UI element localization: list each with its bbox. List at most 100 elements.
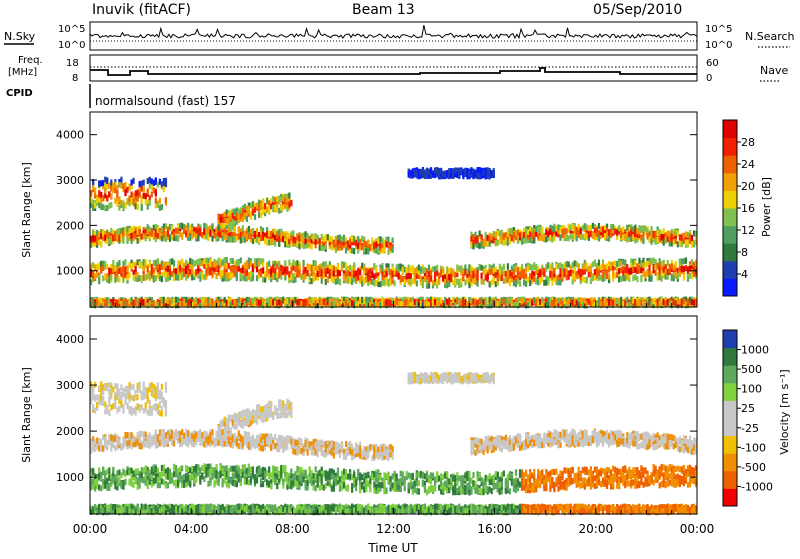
echo-cell [329,301,331,307]
echo-cell [96,197,98,203]
echo-cell [147,266,149,272]
echo-cell [596,272,598,278]
echo-cell [659,258,661,264]
echo-cell [345,262,347,268]
echo-cell [545,236,547,242]
cpid-value: normalsound (fast) 157 [95,94,236,108]
echo-cell [171,234,173,240]
echo-cell [122,301,124,307]
echo-cell [424,173,426,179]
echo-cell [282,236,284,242]
echo-cell [270,198,272,204]
echo-cell [610,229,612,235]
echo-cell [626,273,628,279]
echo-cell [258,300,260,306]
echo-cell [501,237,503,243]
echo-cell [304,273,306,279]
echo-cell [92,262,94,268]
echo-cell [238,209,240,215]
echo-cell [98,278,100,284]
echo-cell [104,264,106,270]
echo-cell [513,232,515,238]
echo-cell [270,268,272,274]
echo-cell [311,244,313,250]
echo-cell [268,239,270,245]
echo-cell [468,276,470,282]
echo-cell [355,240,357,246]
echo-cell [149,177,151,183]
echo-cell [673,231,675,237]
echo-cell [242,225,244,231]
date-title: 05/Sep/2010 [593,2,682,18]
echo-cell [574,260,576,266]
echo-cell [588,231,590,237]
echo-cell [574,298,576,304]
echo-cell [349,278,351,284]
echo-cell [219,273,221,279]
echo-cell [278,196,280,202]
echo-cell [151,229,153,235]
echo-cell [169,224,171,230]
echo-cell [167,298,169,304]
echo-cell [230,225,232,231]
echo-cell [224,297,226,303]
echo-cell [357,269,359,275]
echo-cell [572,273,574,279]
echo-cell [167,231,169,237]
echo-cell [387,280,389,286]
echo-cell [100,180,102,186]
echo-cell [309,264,311,270]
echo-cell [381,280,383,286]
echo-cell [306,263,308,269]
echo-cell [642,225,644,231]
echo-cell [335,299,337,305]
echo-cell [219,217,221,223]
echo-cell [539,299,541,305]
echo-cell [555,225,557,231]
echo-cell [576,235,578,241]
echo-cell [659,269,661,275]
echo-cell [422,279,424,285]
echo-cell [313,260,315,266]
echo-cell [578,224,580,230]
echo-cell [657,299,659,305]
echo-cell [110,193,112,199]
echo-cell [260,235,262,241]
echo-cell [203,223,205,229]
echo-cell [122,237,124,243]
echo-cell [616,230,618,236]
echo-cell [561,272,563,278]
echo-cell [476,167,478,173]
echo-cell [628,231,630,237]
echo-cell [551,262,553,268]
echo-cell [130,227,132,233]
echo-cell [337,270,339,276]
echo-cell [539,235,541,241]
echo-cell [224,258,226,264]
echo-cell [197,267,199,273]
echo-cell [169,236,171,242]
echo-cell [426,279,428,285]
echo-cell [454,279,456,285]
echo-cell [337,264,339,270]
echo-cell [489,281,491,287]
echo-cell [474,171,476,177]
echo-cell [497,240,499,246]
echo-cell [450,168,452,174]
echo-cell [272,238,274,244]
echo-cell [652,264,654,270]
echo-cell [193,231,195,237]
echo-cell [497,300,499,306]
echo-cell [565,235,567,241]
echo-cell [219,301,221,307]
echo-cell [228,272,230,278]
noise-right-tick-bottom: 10^0 [705,40,732,51]
echo-cell [331,276,333,282]
echo-cell [673,265,675,271]
echo-cell [100,198,102,204]
echo-cell [278,299,280,305]
echo-cell [100,298,102,304]
echo-cell [201,272,203,278]
echo-cell [250,271,252,277]
echo-cell [100,267,102,273]
